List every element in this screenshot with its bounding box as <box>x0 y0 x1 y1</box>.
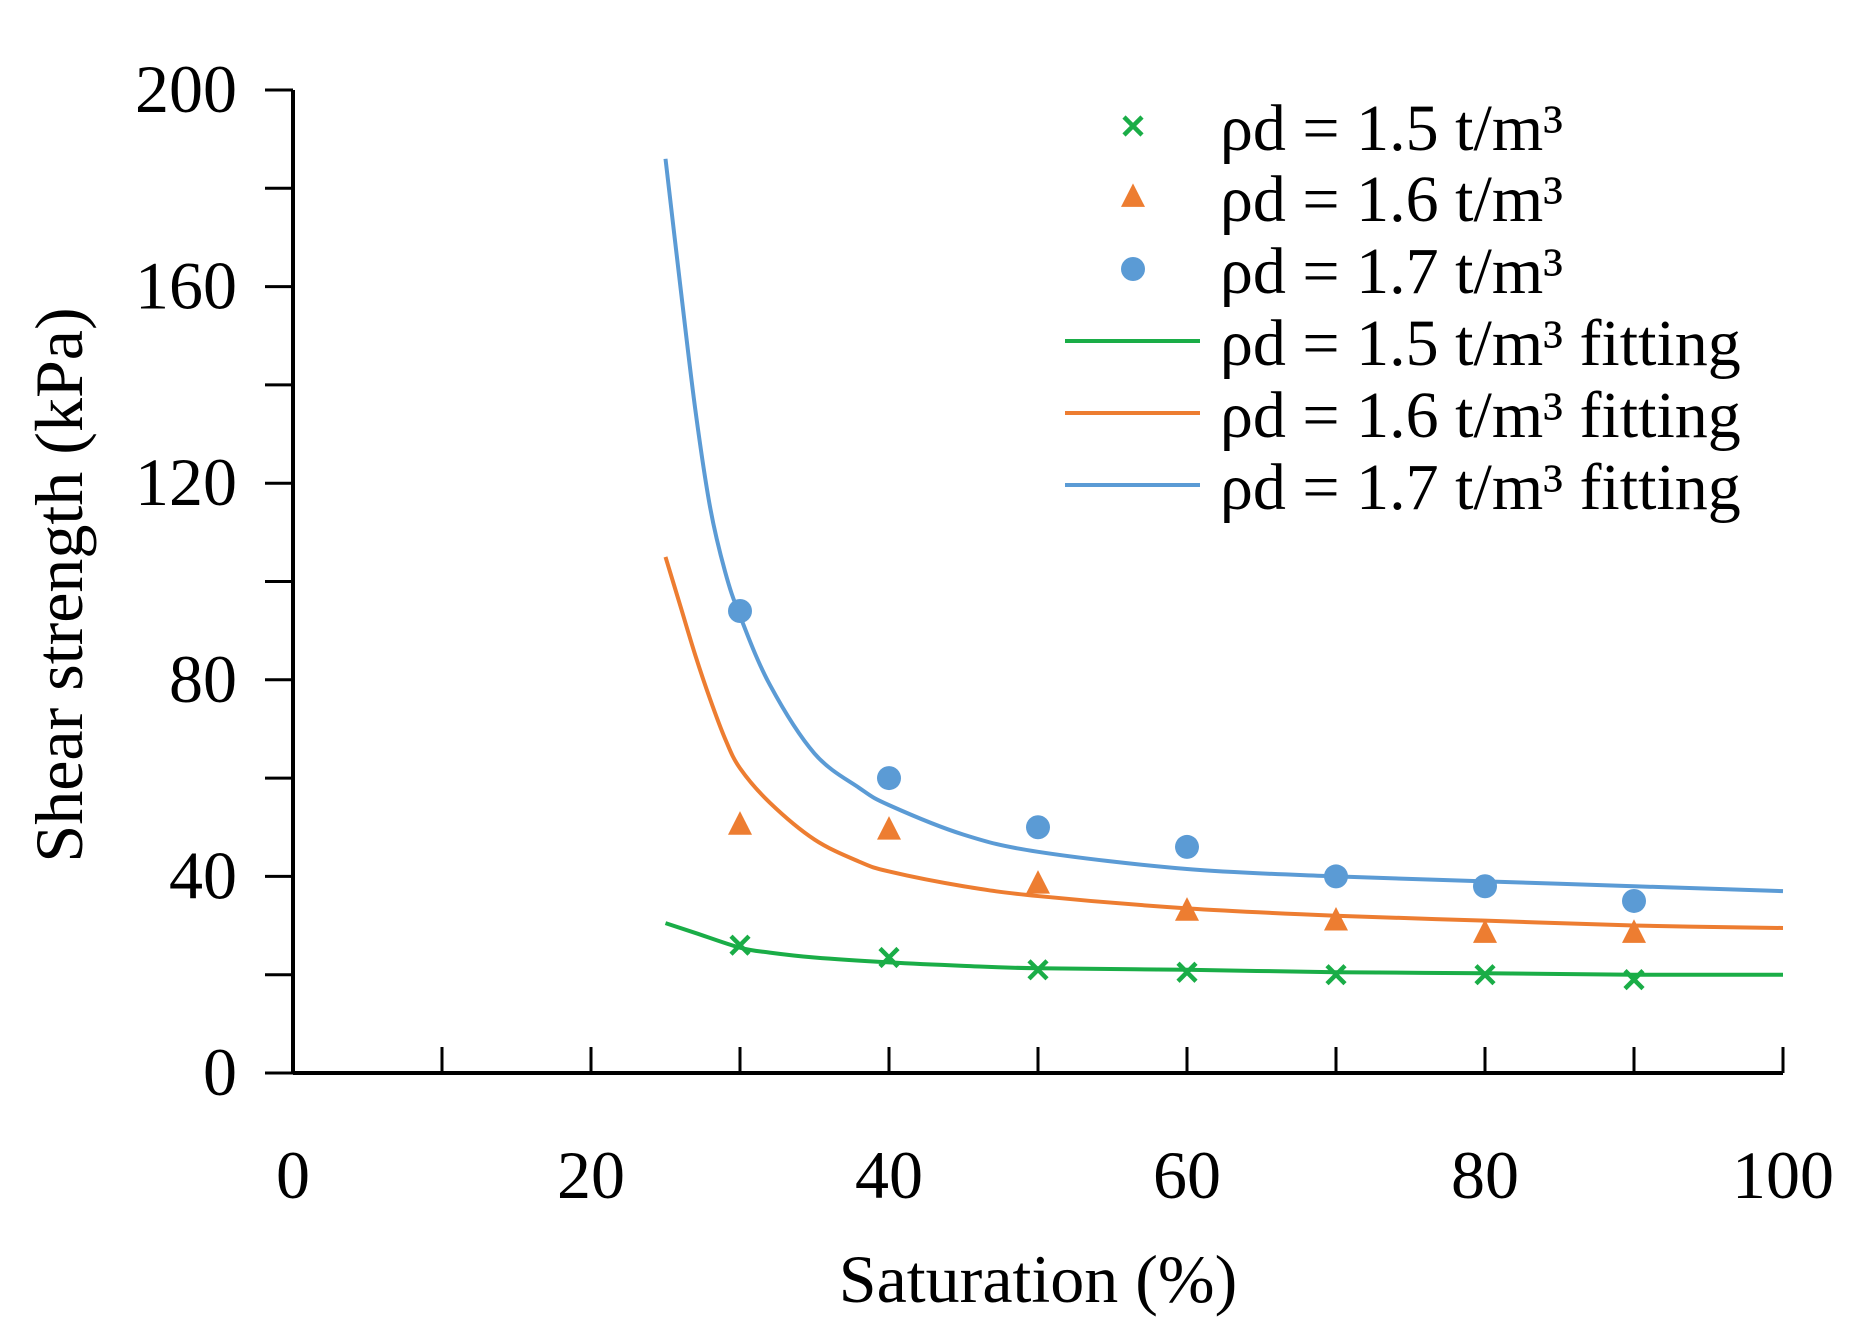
data-point-triangle <box>1324 906 1348 931</box>
data-point-triangle <box>728 811 752 835</box>
y-axis-title: Shear strength (kPa) <box>21 307 97 862</box>
x-tick-label: 100 <box>1732 1137 1834 1213</box>
x-tick-label: 80 <box>1451 1137 1519 1213</box>
data-point-triangle <box>1175 897 1199 921</box>
legend-marker-triangle <box>1121 183 1145 207</box>
y-tick-label: 160 <box>135 248 237 324</box>
data-point-triangle <box>1026 870 1050 894</box>
data-point-x <box>729 934 751 956</box>
x-tick-label: 60 <box>1153 1137 1221 1213</box>
fitting-line-3 <box>664 921 1784 977</box>
data-point-x <box>1325 964 1347 986</box>
legend-label: ρd = 1.7 t/m³ <box>1220 235 1563 308</box>
legend-marker-circle <box>1121 257 1145 281</box>
data-point-triangle <box>1622 919 1646 943</box>
x-tick-label: 40 <box>855 1137 923 1213</box>
fitting-line-4 <box>663 556 1784 931</box>
y-tick-label: 80 <box>169 641 237 717</box>
legend-label: ρd = 1.7 t/m³ fitting <box>1220 451 1741 524</box>
data-point-x <box>1027 959 1049 981</box>
y-tick-label: 120 <box>135 444 237 520</box>
legend-label: ρd = 1.6 t/m³ fitting <box>1220 379 1741 452</box>
ticks <box>265 88 1785 1075</box>
x-axis-title: Saturation (%) <box>839 1241 1237 1317</box>
data-points <box>728 598 1646 991</box>
data-point-x <box>1474 964 1496 986</box>
data-point-circle <box>1026 815 1050 840</box>
data-point-x <box>878 946 900 969</box>
data-point-circle <box>1473 874 1497 899</box>
x-tick-label: 20 <box>557 1137 625 1213</box>
legend-marker-x <box>1122 115 1144 137</box>
data-point-circle <box>1622 888 1646 913</box>
data-point-circle <box>1324 864 1348 889</box>
data-point-triangle <box>877 816 901 840</box>
data-point-circle <box>728 598 752 623</box>
x-tick-label: 0 <box>276 1137 310 1213</box>
fitting-line-5 <box>663 158 1784 894</box>
y-tick-label: 40 <box>169 837 237 913</box>
y-tick-label: 0 <box>203 1034 237 1110</box>
data-point-circle <box>877 766 901 791</box>
data-point-x <box>1623 969 1645 991</box>
data-point-triangle <box>1473 919 1497 943</box>
data-point-circle <box>1175 834 1199 859</box>
legend-label: ρd = 1.6 t/m³ <box>1220 163 1563 236</box>
legend-label: ρd = 1.5 t/m³ <box>1220 92 1563 165</box>
y-tick-label: 200 <box>135 51 237 127</box>
tick-labels: 0 40 80 120 160 200 0 20 40 60 80 100 <box>135 51 1834 1213</box>
legend-label: ρd = 1.5 t/m³ fitting <box>1220 307 1741 380</box>
data-point-x <box>1176 961 1198 983</box>
